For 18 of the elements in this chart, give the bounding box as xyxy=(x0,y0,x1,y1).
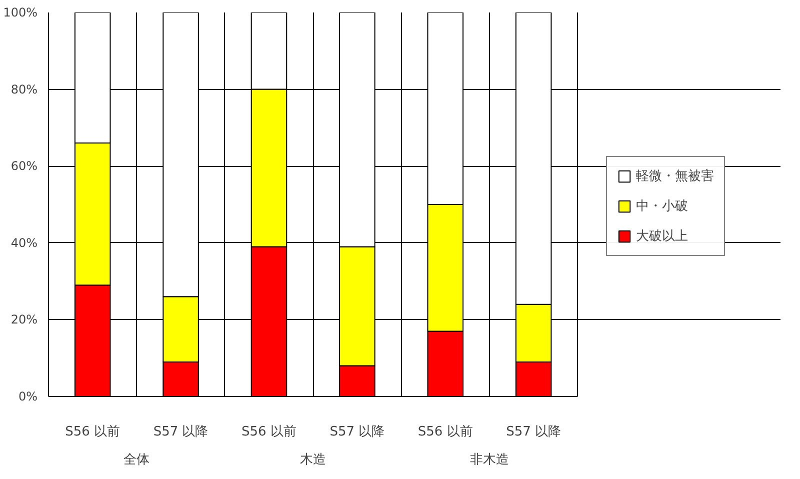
legend-label: 大破以上 xyxy=(636,228,688,245)
x-tick-label: S57 以降 xyxy=(153,424,208,440)
legend-label: 中・小破 xyxy=(636,198,688,215)
text: 木造 xyxy=(300,452,326,468)
x-tick-label: S57 以降 xyxy=(506,424,562,440)
text: 非木造 xyxy=(470,452,509,468)
x-tick-label: S56 以前 xyxy=(242,424,296,440)
y-tick-label: 60% xyxy=(10,159,38,174)
y-tick-label: 80% xyxy=(10,82,38,96)
y-tick-label: 0% xyxy=(18,390,38,404)
x-tick-label: S56 以前 xyxy=(418,424,473,440)
y-tick-label: 40% xyxy=(10,236,38,250)
x-tick-label: S57 以降 xyxy=(330,424,385,440)
legend-label: 軽微・無被害 xyxy=(636,168,714,185)
x-tick-label: S56 以前 xyxy=(65,424,120,440)
y-tick-label: 100% xyxy=(3,6,38,20)
text: 全体 xyxy=(124,452,150,468)
y-tick-label: 20% xyxy=(10,312,38,327)
